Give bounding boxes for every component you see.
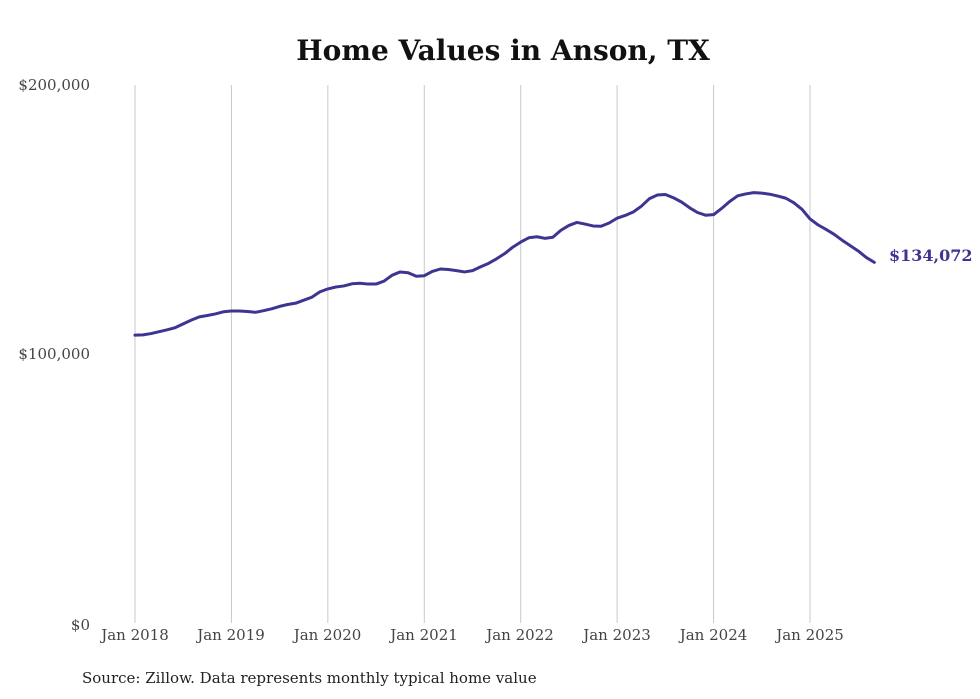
latest-value-label: $134,072 <box>889 246 973 265</box>
x-gridlines <box>134 85 811 623</box>
x-tick-label: Jan 2020 <box>292 626 362 644</box>
home-value-series-line <box>133 191 876 337</box>
y-tick-label: $200,000 <box>18 76 90 94</box>
x-tick-label: Jan 2018 <box>99 626 169 644</box>
y-axis: $0 $100,000 $200,000 <box>18 76 90 634</box>
y-tick-label: $100,000 <box>18 345 90 363</box>
x-tick-label: Jan 2021 <box>388 626 458 644</box>
y-tick-label: $0 <box>71 616 90 634</box>
x-tick-label: Jan 2024 <box>678 626 748 644</box>
x-tick-label: Jan 2022 <box>484 626 554 644</box>
x-axis: Jan 2018 Jan 2019 Jan 2020 Jan 2021 Jan … <box>99 626 844 644</box>
x-tick-label: Jan 2025 <box>774 626 844 644</box>
source-note: Source: Zillow. Data represents monthly … <box>82 669 537 687</box>
x-tick-label: Jan 2023 <box>581 626 651 644</box>
chart-title: Home Values in Anson, TX <box>296 34 710 67</box>
x-tick-label: Jan 2019 <box>195 626 265 644</box>
